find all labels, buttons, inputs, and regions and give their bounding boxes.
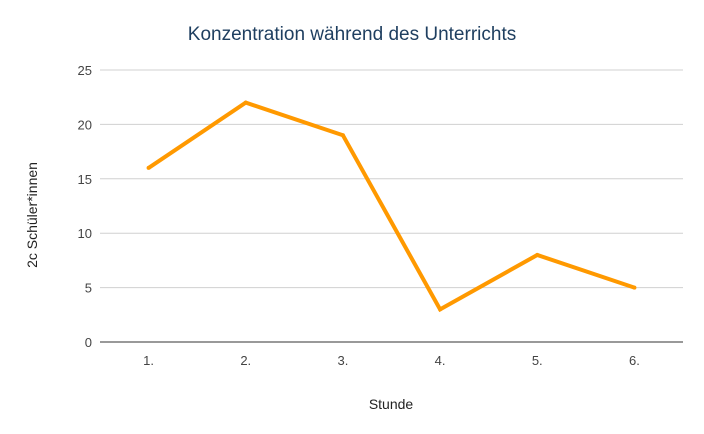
series-layer (146, 100, 637, 313)
y-tick-label: 20 (78, 117, 92, 132)
data-point (535, 252, 540, 257)
data-point (146, 165, 151, 170)
series-line (147, 100, 636, 313)
y-tick-label: 5 (85, 281, 92, 296)
grid-lines (100, 69, 683, 343)
data-point (243, 100, 248, 105)
x-tick-label: 4. (435, 353, 446, 368)
x-tick-label: 3. (337, 353, 348, 368)
data-point (340, 133, 345, 138)
data-point (632, 285, 637, 290)
x-tick-label: 6. (629, 353, 640, 368)
x-tick-label: 2. (240, 353, 251, 368)
y-axis-ticks: 0 5 10 15 20 25 (78, 63, 92, 350)
y-tick-label: 0 (85, 335, 92, 350)
chart-title: Konzentration während des Unterrichts (188, 24, 516, 45)
y-tick-label: 10 (78, 226, 92, 241)
x-tick-label: 5. (532, 353, 543, 368)
x-axis-ticks: 1. 2. 3. 4. 5. 6. (143, 353, 640, 368)
y-tick-label: 25 (78, 63, 92, 78)
x-tick-label: 1. (143, 353, 154, 368)
y-tick-label: 15 (78, 172, 92, 187)
y-axis-label: 2c Schüler*innen (24, 162, 40, 268)
data-point (438, 307, 443, 312)
x-axis-label: Stunde (369, 396, 414, 412)
